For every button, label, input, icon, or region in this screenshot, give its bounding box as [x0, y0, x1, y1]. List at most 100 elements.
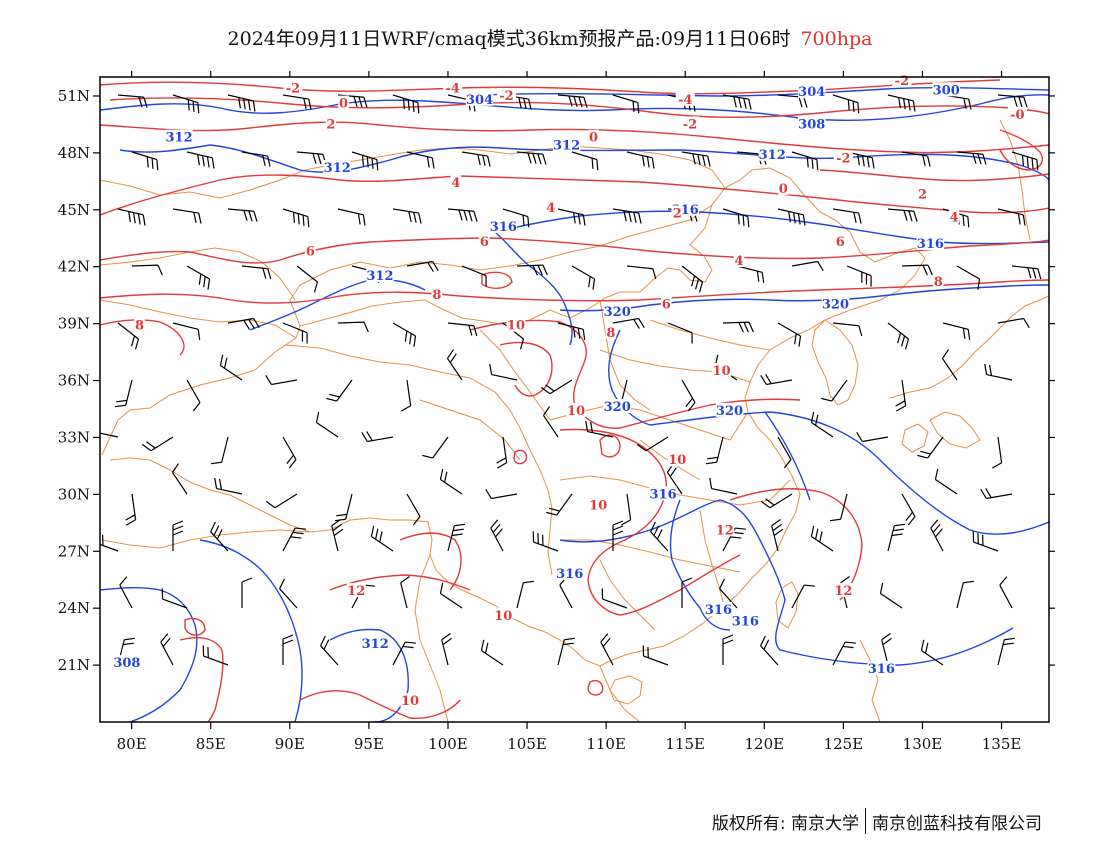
wind-barb: [980, 488, 1013, 500]
wind-barb: [172, 94, 200, 114]
wind-barb: [997, 208, 1026, 226]
wind-barb: [131, 264, 163, 276]
wind-barb: [447, 523, 466, 552]
temperature-label-bg: [933, 273, 944, 288]
wind-barb: [392, 94, 420, 114]
temperature-label-bg: [325, 116, 337, 131]
temperature-label-bg: [834, 234, 846, 249]
wind-barb: [441, 632, 453, 666]
wind-barb: [502, 208, 530, 228]
temperature-label-bg: [588, 129, 599, 144]
height-label: 316: [490, 220, 517, 235]
wind-barb: [227, 317, 260, 330]
wind-barb: [117, 208, 146, 226]
temperature-label-bg: [675, 91, 695, 106]
wind-barb: [400, 575, 410, 609]
temperature-label-bg: [450, 175, 462, 190]
tibet-inner: [284, 344, 553, 576]
wind-barb: [887, 94, 916, 112]
wind-barb: [392, 641, 416, 666]
temperature-label: 2: [326, 117, 335, 132]
wind-barb: [279, 578, 298, 609]
wind-barb: [901, 493, 916, 526]
wind-barb: [760, 493, 793, 509]
wind-barb: [832, 94, 860, 114]
wind-barb: [667, 322, 693, 344]
sakhalin-outline: [999, 119, 1031, 241]
wind-barb: [972, 531, 999, 552]
wind-barb: [117, 94, 148, 108]
wind-barb: [736, 265, 765, 284]
lat-label: 39N: [58, 315, 90, 333]
wind-barb: [516, 264, 548, 276]
wind-barb: [282, 634, 294, 665]
temperature-label: 6: [836, 235, 845, 250]
temperature-label: 4: [451, 176, 460, 191]
lat-label: 45N: [58, 201, 90, 219]
wind-barb: [887, 208, 918, 222]
wind-barb: [771, 518, 784, 552]
lon-label: 130E: [903, 735, 943, 753]
isotherm-m2-north: [100, 79, 1001, 95]
lat-label: 33N: [58, 428, 90, 446]
map-title: 2024年09月11日WRF/cmaq模式36km预报产品:09月11日06时 7…: [0, 24, 1100, 51]
wind-barb: [829, 493, 848, 522]
contour-320-inner: [608, 329, 651, 426]
wind-barb: [540, 379, 573, 395]
height-label: 316: [556, 567, 583, 582]
wind-barb: [447, 322, 478, 337]
wind-barb: [777, 322, 802, 347]
temperature-label: 10: [589, 499, 607, 514]
wind-barb: [186, 379, 201, 412]
lat-label: 48N: [58, 144, 90, 162]
temperature-label: 2: [673, 207, 682, 222]
inner-border-4: [560, 539, 741, 573]
wind-barb: [131, 151, 159, 171]
temperature-label: 12: [347, 584, 365, 599]
wind-barb: [681, 379, 696, 412]
wind-barb: [557, 322, 586, 341]
height-label-bg: [366, 268, 394, 283]
wind-barb: [210, 436, 229, 465]
temperature-label-bg: [431, 287, 443, 302]
height-label-bg: [704, 602, 733, 617]
wind-barb: [370, 525, 394, 552]
isotherm-10-tibet: [299, 690, 461, 719]
wind-barb: [722, 321, 754, 333]
temperature-label: 10: [668, 453, 686, 468]
wind-barb: [186, 265, 211, 290]
contour-312-west-south: [199, 539, 303, 722]
height-label-bg: [821, 296, 850, 311]
temperature-label-bg: [443, 80, 463, 95]
wind-barb: [612, 208, 642, 224]
height-label: 320: [604, 305, 631, 320]
wind-barb: [719, 578, 738, 609]
wind-barb: [489, 363, 518, 381]
temperature-label: 6: [306, 245, 315, 260]
wind-barb: [612, 317, 645, 329]
temperature-label: 8: [606, 326, 615, 341]
height-label-bg: [916, 235, 945, 250]
wind-barb: [490, 519, 504, 552]
wind-barb: [400, 379, 412, 412]
lat-label: 27N: [58, 542, 90, 560]
wind-barb: [791, 584, 815, 609]
temperature-label: -2: [683, 117, 697, 132]
temperature-label-bg: [588, 497, 608, 512]
wind-barb: [571, 151, 599, 171]
wind-barb: [821, 379, 848, 402]
wind-barb: [901, 264, 933, 276]
temperature-label: -2: [499, 89, 513, 104]
lon-label: 100E: [428, 735, 468, 753]
wind-barb: [241, 577, 253, 608]
temperature-label-bg: [346, 583, 366, 598]
wind-barb: [117, 322, 140, 350]
wind-barb: [241, 151, 271, 167]
wind-barb: [887, 523, 906, 552]
india-outline: [101, 529, 311, 549]
temperature-label-bg: [566, 402, 586, 417]
isotherm-2: [100, 121, 1049, 154]
wind-barb: [406, 260, 439, 272]
wind-barb: [997, 317, 1030, 328]
